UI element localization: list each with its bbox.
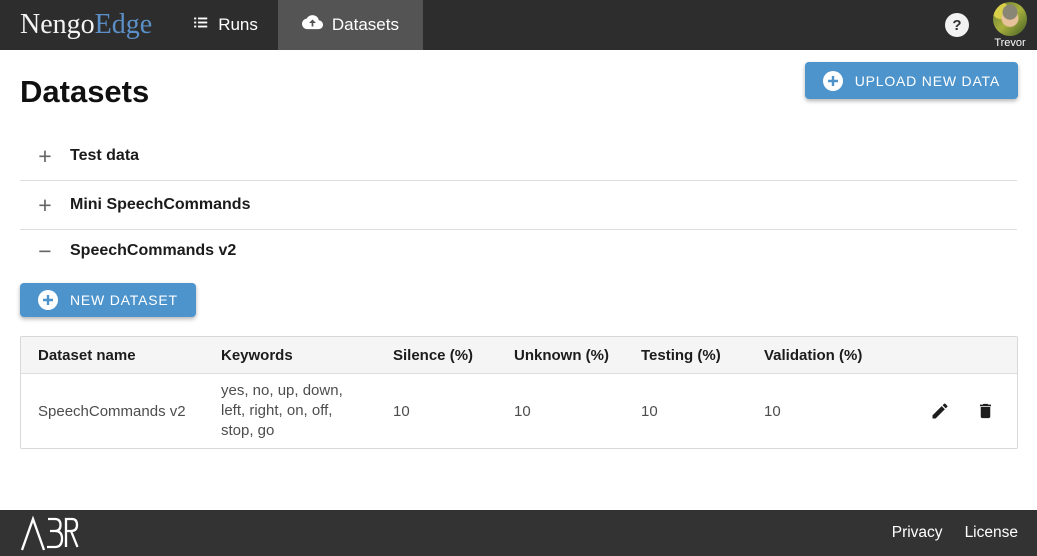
brand-part2: Edge <box>94 9 153 40</box>
cell-unknown: 10 <box>514 402 531 420</box>
cell-validation: 10 <box>764 402 781 420</box>
footer: Privacy License <box>0 510 1037 556</box>
cell-silence: 10 <box>393 402 410 420</box>
page-title: Datasets <box>20 74 150 109</box>
plus-circle-icon <box>38 290 58 310</box>
table-row: SpeechCommands v2 yes, no, up, down, lef… <box>21 374 1017 448</box>
column-header-unknown: Unknown (%) <box>514 346 609 364</box>
accordion-section-speechcommands-v2[interactable]: − SpeechCommands v2 <box>20 230 1017 272</box>
help-icon[interactable]: ? <box>945 13 969 37</box>
table-header-row: Dataset name Keywords Silence (%) Unknow… <box>21 337 1017 374</box>
license-link[interactable]: License <box>964 524 1018 541</box>
plus-circle-icon <box>822 70 843 91</box>
column-header-silence: Silence (%) <box>393 346 474 364</box>
abr-logo[interactable] <box>20 514 80 552</box>
privacy-link[interactable]: Privacy <box>891 524 943 541</box>
cell-dataset-name: SpeechCommands v2 <box>38 402 186 420</box>
accordion-section-mini-speechcommands[interactable]: + Mini SpeechCommands <box>20 181 1017 230</box>
column-header-validation: Validation (%) <box>764 346 863 364</box>
navbar-right: ? Trevor <box>945 1 1037 49</box>
collapse-icon[interactable]: − <box>38 238 52 264</box>
nav-tab-runs[interactable]: Runs <box>172 0 278 50</box>
new-dataset-label: NEW DATASET <box>70 292 178 308</box>
upload-new-data-label: UPLOAD NEW DATA <box>854 72 1000 89</box>
nav-tab-datasets-label: Datasets <box>331 15 399 34</box>
user-menu[interactable]: Trevor <box>993 1 1027 49</box>
column-header-testing: Testing (%) <box>641 346 721 364</box>
nav-tab-datasets[interactable]: Datasets <box>277 0 423 50</box>
upload-new-data-button[interactable]: UPLOAD NEW DATA <box>804 62 1018 99</box>
cell-testing: 10 <box>641 402 658 420</box>
cell-keywords: yes, no, up, down, left, right, on, off,… <box>221 382 343 439</box>
footer-links: Privacy License <box>892 524 1018 542</box>
trash-icon <box>976 403 995 424</box>
nav-tab-runs-label: Runs <box>218 15 258 34</box>
new-dataset-button[interactable]: NEW DATASET <box>20 283 196 317</box>
brand-part1: Nengo <box>20 9 95 40</box>
accordion-label: Test data <box>70 147 140 164</box>
cell-actions <box>899 401 1017 421</box>
dataset-accordion: + Test data + Mini SpeechCommands − Spee… <box>20 132 1017 272</box>
delete-dataset-button[interactable] <box>976 401 995 421</box>
edit-dataset-button[interactable] <box>930 401 950 421</box>
accordion-section-test-data[interactable]: + Test data <box>20 132 1017 181</box>
expand-icon[interactable]: + <box>38 143 52 169</box>
navbar: NengoEdge Runs Datasets ? Trevor <box>0 0 1037 50</box>
datasets-table: Dataset name Keywords Silence (%) Unknow… <box>20 336 1018 449</box>
column-header-dataset-name: Dataset name <box>38 346 136 364</box>
user-name: Trevor <box>994 36 1026 49</box>
expand-icon[interactable]: + <box>38 192 52 218</box>
column-header-keywords: Keywords <box>221 346 293 364</box>
accordion-label: SpeechCommands v2 <box>70 242 237 259</box>
nengoedge-logo[interactable]: NengoEdge <box>20 9 152 41</box>
cloud-upload-icon <box>301 15 323 35</box>
pencil-icon <box>930 403 950 424</box>
avatar[interactable] <box>993 1 1027 36</box>
accordion-label: Mini SpeechCommands <box>70 196 251 213</box>
list-icon <box>192 14 209 36</box>
